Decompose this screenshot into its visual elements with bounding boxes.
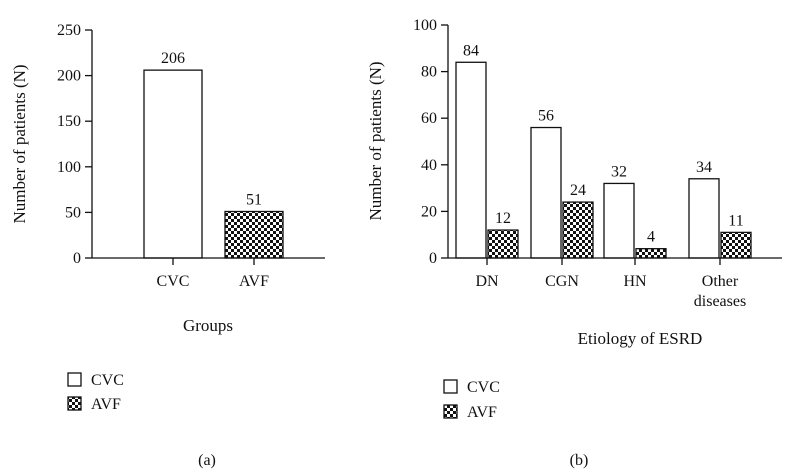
panel-a-legend: CVC AVF [67, 372, 124, 413]
bar-cvc [143, 69, 203, 259]
data-label-cvc: 56 [538, 108, 554, 125]
panel-b-y-tick-label: 20 [421, 203, 437, 220]
data-label-avf: 11 [728, 212, 743, 229]
bar-avf [720, 231, 752, 259]
bar-cvc [455, 61, 487, 259]
panel-a-legend-item-avf: AVF [67, 396, 121, 413]
x-tick-label: HN [623, 273, 647, 290]
panel-b-x-axis-label: Etiology of ESRD [578, 329, 703, 348]
panel-b-y-tick-label: 80 [421, 64, 437, 81]
panel-a-y-axis-label: Number of patients (N) [10, 64, 29, 223]
legend-label-avf: AVF [91, 396, 121, 413]
x-tick-label: Other [702, 273, 739, 290]
panel-a-y-tick-label: 50 [65, 204, 81, 221]
data-label-cvc: 32 [611, 163, 627, 180]
panel-a: 0 50 100 150 200 250 206 51 CVC AVF Number of p… [10, 22, 325, 469]
x-tick-label-cvc: CVC [157, 273, 190, 290]
x-tick-label: diseases [694, 293, 746, 310]
data-label-avf: 4 [647, 229, 655, 246]
panel-b-legend: CVC AVF [443, 379, 500, 421]
panel-a-y-tick-label: 200 [57, 68, 81, 85]
panel-b: 0 20 40 60 80 100 84 12 56 24 32 4 34 11 DN CGN HN Othe… [366, 17, 782, 469]
legend-swatch-cvc [443, 379, 458, 394]
panel-b-y-axis-label: Number of patients (N) [366, 61, 385, 220]
panel-a-x-axis-label: Groups [183, 316, 233, 335]
legend-swatch-avf [67, 396, 82, 411]
data-label-avf: 24 [570, 182, 586, 199]
x-tick-label-avf: AVF [239, 273, 269, 290]
legend-swatch-cvc [67, 372, 82, 387]
panel-a-y-tick-label: 250 [57, 22, 81, 39]
panel-b-legend-item-avf: AVF [443, 404, 497, 421]
panel-a-y-ticks: 0 50 100 150 200 250 [57, 22, 92, 267]
panel-a-x-tick-labels: CVC AVF [157, 258, 269, 290]
bar-avf [635, 248, 667, 259]
legend-label-avf: AVF [467, 404, 497, 421]
data-label-avf: 12 [495, 210, 511, 227]
legend-swatch-avf [443, 404, 458, 419]
bar-avf [224, 210, 284, 259]
x-tick-label: DN [475, 273, 499, 290]
panel-a-bars: 206 51 [143, 50, 284, 259]
panel-b-y-ticks: 0 20 40 60 80 100 [413, 17, 448, 267]
data-label-cvc: 34 [696, 159, 712, 176]
bar-cvc [530, 126, 562, 259]
panel-b-legend-item-cvc: CVC [443, 379, 500, 396]
data-label-avf: 51 [246, 191, 262, 208]
x-tick-label: CGN [545, 273, 579, 290]
bar-cvc [603, 182, 635, 259]
panel-b-bars: 84 12 56 24 32 4 34 11 [455, 42, 752, 259]
panel-b-y-tick-label: 40 [421, 157, 437, 174]
panel-b-label: (b) [570, 452, 589, 469]
bar-cvc [688, 178, 720, 259]
panel-a-label: (a) [198, 452, 216, 469]
panel-b-x-tick-labels: DN CGN HN Other diseases [475, 258, 746, 310]
panel-b-y-tick-label: 0 [429, 250, 437, 267]
panel-a-y-tick-label: 0 [73, 250, 81, 267]
panel-b-y-tick-label: 100 [413, 17, 437, 34]
legend-label-cvc: CVC [91, 372, 124, 389]
panel-a-legend-item-cvc: CVC [67, 372, 124, 389]
data-label-cvc: 206 [161, 50, 185, 67]
bar-avf [562, 201, 594, 259]
legend-label-cvc: CVC [467, 379, 500, 396]
panel-b-y-tick-label: 60 [421, 110, 437, 127]
panel-a-y-tick-label: 150 [57, 113, 81, 130]
bar-avf [487, 229, 519, 259]
data-label-cvc: 84 [463, 42, 479, 59]
panel-a-y-tick-label: 100 [57, 159, 81, 176]
